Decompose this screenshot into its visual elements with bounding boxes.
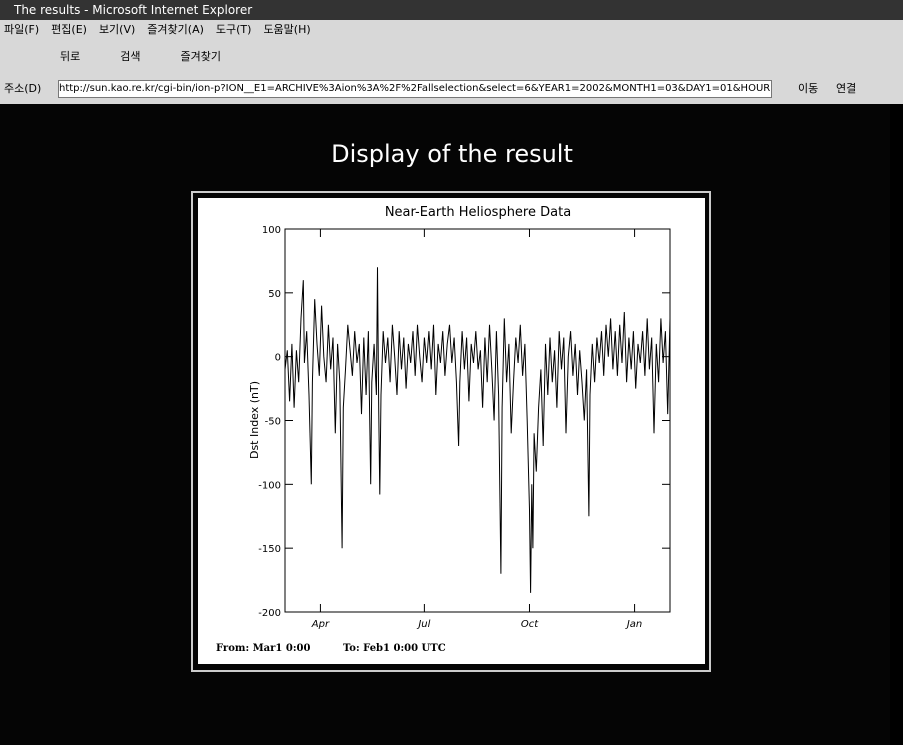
heading: Display of the result — [331, 140, 573, 168]
back-button[interactable]: 뒤로 — [60, 50, 81, 63]
frame — [191, 191, 711, 672]
title-bar: The results - Microsoft Internet Explore… — [0, 0, 903, 20]
x-tick-label: Apr — [311, 619, 330, 630]
annotation: To: Feb1 0:00 UTC — [343, 643, 446, 654]
y-axis-label: Dst Index (nT) — [248, 381, 261, 459]
chart-panel — [198, 198, 705, 664]
y-tick-label: 100 — [262, 225, 281, 236]
y-tick-label: 0 — [275, 353, 281, 364]
menu-item[interactable]: 도구(T) — [215, 23, 252, 36]
y-tick-label: -100 — [258, 480, 281, 491]
menu-item[interactable]: 보기(V) — [98, 23, 136, 36]
x-tick-label: Jan — [625, 619, 642, 630]
y-tick-label: -150 — [258, 544, 281, 555]
annotation: From: Mar1 0:00 — [216, 643, 310, 654]
menu-item[interactable]: 파일(F) — [4, 23, 40, 36]
address-input[interactable]: http://sun.kao.re.kr/cgi-bin/ion-p?ION__… — [58, 80, 772, 98]
links-button[interactable]: 연결 — [836, 82, 857, 95]
go-button[interactable]: 이동 — [798, 82, 819, 95]
chart-title: Near-Earth Heliosphere Data — [385, 205, 571, 220]
menu-bar: 파일(F) 편집(E) 보기(V) 즐겨찾기(A) 도구(T) 도움말(H) — [0, 21, 903, 39]
search-button[interactable]: 검색 — [120, 50, 141, 63]
y-tick-label: -200 — [258, 608, 281, 619]
y-tick-label: -50 — [265, 417, 281, 428]
toolbar: 뒤로 검색 즐겨찾기 — [0, 42, 903, 72]
favorites-button[interactable]: 즐겨찾기 — [180, 50, 221, 63]
browser-chrome: The results - Microsoft Internet Explore… — [0, 0, 903, 104]
menu-item[interactable]: 편집(E) — [51, 23, 87, 36]
menu-item[interactable]: 도움말(H) — [263, 23, 311, 36]
data-line — [284, 267, 671, 593]
menu-item[interactable]: 즐겨찾기(A) — [147, 23, 204, 36]
x-tick-label: Jul — [416, 619, 430, 630]
address-label: 주소(D) — [4, 82, 42, 95]
y-tick-label: 50 — [268, 289, 281, 300]
address-bar: 주소(D) http://sun.kao.re.kr/cgi-bin/ion-p… — [0, 78, 903, 100]
x-tick-label: Oct — [521, 619, 539, 630]
